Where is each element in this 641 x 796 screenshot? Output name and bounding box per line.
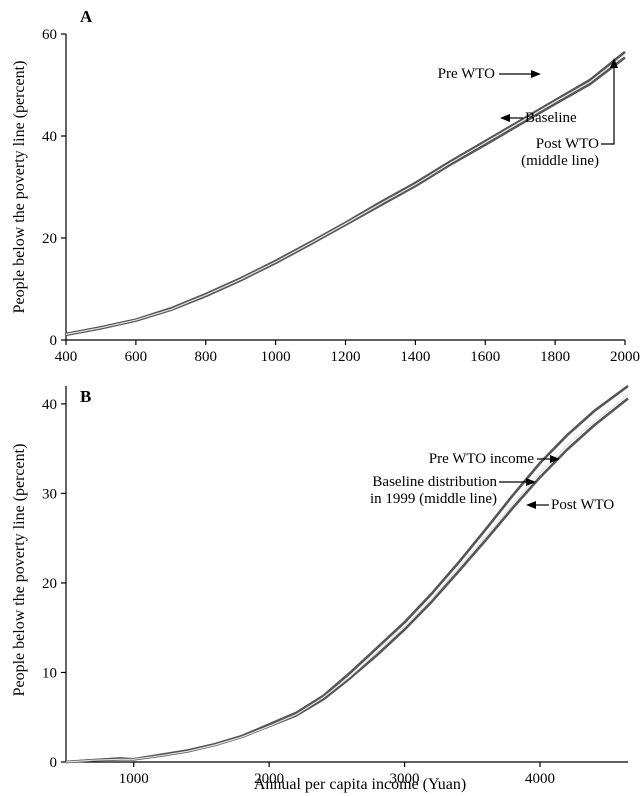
panel-a-x-tick-label: 1200 — [331, 349, 361, 365]
panel-a-y-axis-title: People below the poverty line (percent) — [11, 61, 28, 314]
panel-b-arrow-baseline-head — [526, 478, 536, 486]
panel-a-axes — [65, 34, 625, 341]
panel-a-x-tick-label: 800 — [195, 349, 218, 365]
panel-a-annot-pre-wto: Pre WTO — [438, 66, 496, 82]
panel-a-series-baseline-line — [65, 53, 626, 335]
panel-a-series-post-wto-line — [65, 56, 626, 337]
panel-b-annot-baseline-line2: in 1999 (middle line) — [370, 491, 497, 507]
panel-a-x-tick-label: 1000 — [261, 349, 291, 365]
panel-a-y-tick-label: 40 — [42, 129, 57, 145]
panel-a-x-tick-label: 1600 — [470, 349, 500, 365]
panel-b-ticks: 0 10 20 30 40 1000 2000 3000 4000 — [42, 397, 555, 787]
panel-b-arrow-post-wto-head — [526, 501, 536, 509]
panel-a-x-tick-label: 1800 — [540, 349, 570, 365]
panel-a-annot-middle-line: (middle line) — [521, 153, 599, 169]
panel-b-y-tick-label: 30 — [42, 486, 57, 502]
panel-a-y-tick-label: 20 — [42, 231, 57, 247]
panel-b-annot-post-wto: Post WTO — [551, 497, 614, 513]
panel-b-x-axis-title: Annual per capita income (Yuan) — [254, 776, 466, 793]
panel-b-y-tick-label: 0 — [50, 755, 58, 771]
panel-b-series-lines — [65, 384, 629, 764]
panel-b-arrow-pre-wto-income-head — [550, 455, 560, 463]
panel-b-y-axis-title: People below the poverty line (percent) — [11, 444, 28, 697]
panel-a-y-tick-label: 60 — [42, 27, 57, 43]
panel-a-arrow-baseline-head — [500, 114, 510, 122]
panel-a-arrow-pre-wto-head — [531, 70, 541, 78]
panel-a-x-tick-label: 2000 — [610, 349, 640, 365]
panel-b-series-baseline-line — [65, 394, 629, 763]
panel-b-annot-pre-wto-income: Pre WTO income — [429, 451, 535, 467]
panel-b-x-tick-label: 1000 — [119, 771, 149, 787]
panel-a: A 0 20 40 60 400 600 800 1000 1200 1400 1600 1800 20… — [11, 7, 640, 365]
panel-b-x-tick-label: 3000 — [390, 771, 420, 787]
panel-b-y-tick-label: 40 — [42, 397, 57, 413]
panel-a-x-tick-label: 600 — [125, 349, 148, 365]
panel-b-axes — [65, 386, 628, 763]
panel-b-x-tick-label: 2000 — [254, 771, 284, 787]
panel-a-x-tick-label: 1400 — [400, 349, 430, 365]
panel-b-x-tick-label: 4000 — [525, 771, 555, 787]
panel-a-ticks: 0 20 40 60 400 600 800 1000 1200 1400 1600 1800 2000 — [42, 27, 640, 365]
panel-a-arrow-post-wto-shaft — [601, 68, 615, 145]
panel-b-series-post-wto-line — [65, 397, 629, 764]
panel-a-arrow-post-wto-head — [610, 58, 618, 68]
panel-a-annot-post-wto: Post WTO — [536, 136, 599, 152]
panel-a-series-pre-wto-line — [65, 50, 626, 336]
panel-a-series-lines — [65, 50, 626, 337]
panel-b-annot-baseline-line1: Baseline distribution — [372, 474, 497, 490]
panel-b-y-tick-label: 20 — [42, 576, 57, 592]
panel-a-letter: A — [80, 7, 93, 26]
panel-b-y-tick-label: 10 — [42, 665, 57, 681]
panel-a-x-tick-label: 400 — [55, 349, 78, 365]
panel-a-y-tick-label: 0 — [50, 333, 58, 349]
panel-a-annot-baseline: Baseline — [525, 110, 577, 126]
panel-b: B 0 10 20 30 40 1000 2000 3000 4000 People below… — [11, 384, 629, 793]
panel-b-series-pre-wto-line — [65, 384, 629, 764]
panel-b-letter: B — [80, 387, 91, 406]
